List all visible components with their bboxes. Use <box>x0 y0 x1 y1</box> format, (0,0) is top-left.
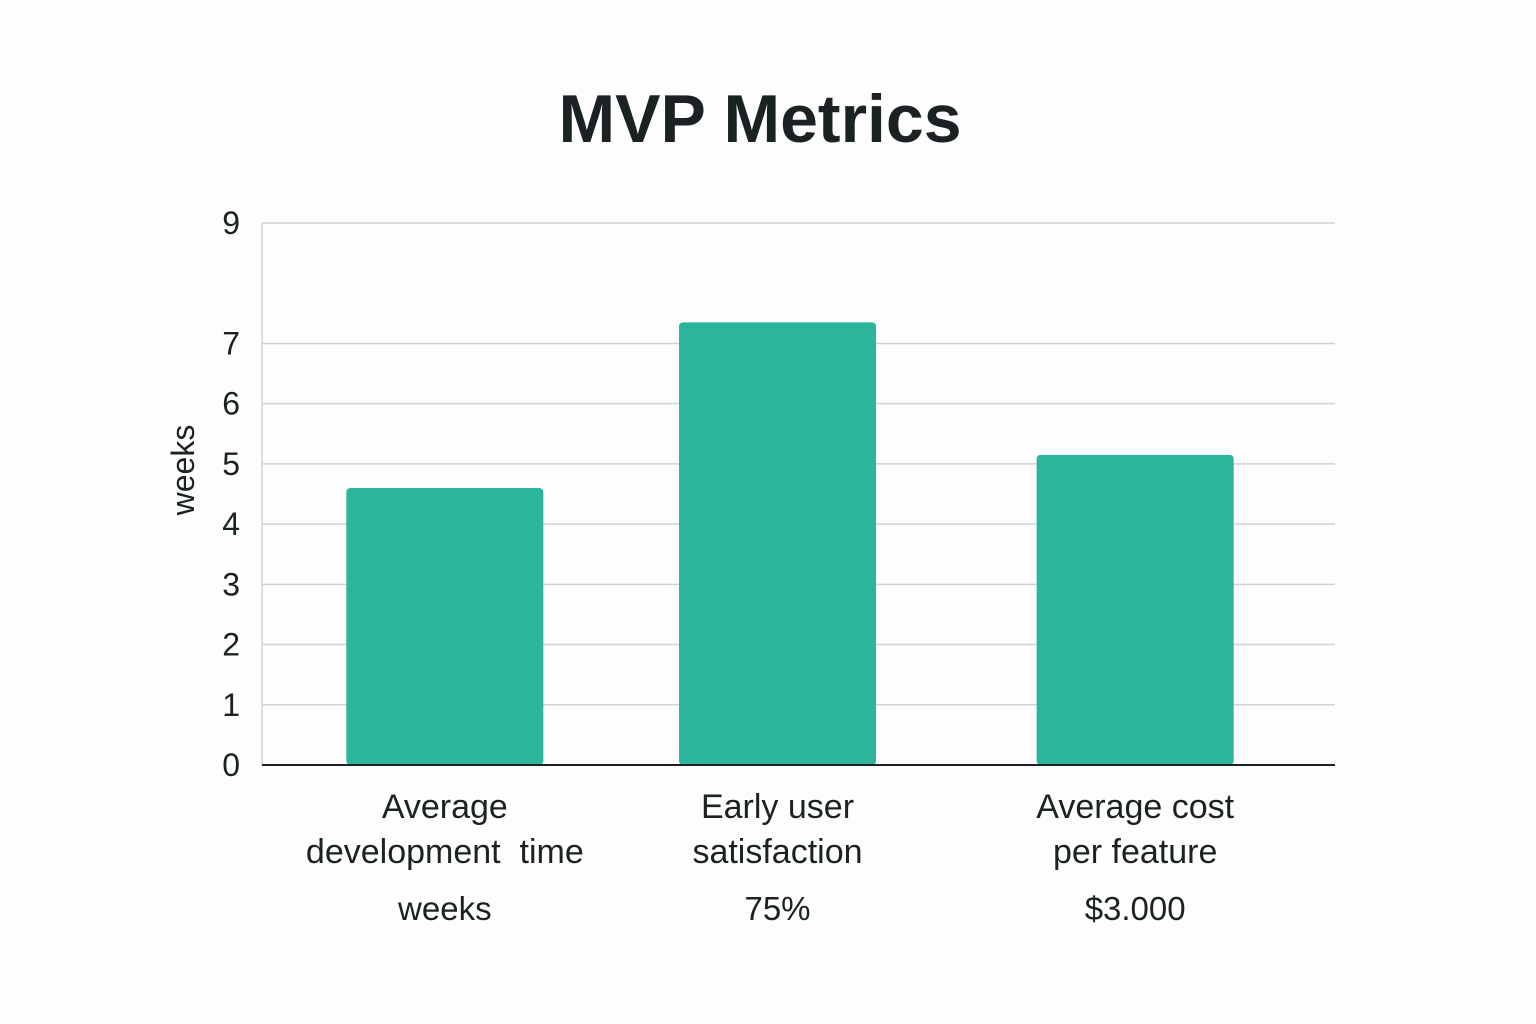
bars <box>346 322 1234 765</box>
y-tick-label: 4 <box>222 506 240 542</box>
y-tick-label: 9 <box>222 205 240 241</box>
bar <box>346 487 544 765</box>
y-tick-label: 0 <box>222 747 240 783</box>
category-value-label: 75% <box>744 890 810 927</box>
x-category-label: satisfaction <box>692 833 862 871</box>
x-category-label: Average <box>382 788 508 826</box>
x-category-label: Average cost <box>1036 788 1234 826</box>
axes <box>261 223 1335 766</box>
y-axis-ticks: 0 1 2 3 4 5 6 7 9 <box>222 205 240 783</box>
y-tick-label: 7 <box>222 325 240 361</box>
y-tick-label: 2 <box>222 627 240 663</box>
y-tick-label: 5 <box>222 446 240 482</box>
category-labels: Average development time weeks Early user sa… <box>306 788 1235 927</box>
x-category-label: development time <box>306 833 584 871</box>
bar <box>1036 454 1234 765</box>
y-axis-label: weeks <box>165 425 201 517</box>
x-category-label: per feature <box>1053 833 1217 871</box>
y-tick-label: 3 <box>222 566 240 602</box>
y-tick-label: 1 <box>222 687 240 723</box>
bar <box>679 322 876 765</box>
chart-title: MVP Metrics <box>558 81 961 157</box>
category-value-label: $3.000 <box>1085 890 1186 927</box>
y-tick-label: 6 <box>222 386 240 422</box>
x-category-label: Early user <box>701 788 854 826</box>
category-value-label: weeks <box>397 890 492 927</box>
